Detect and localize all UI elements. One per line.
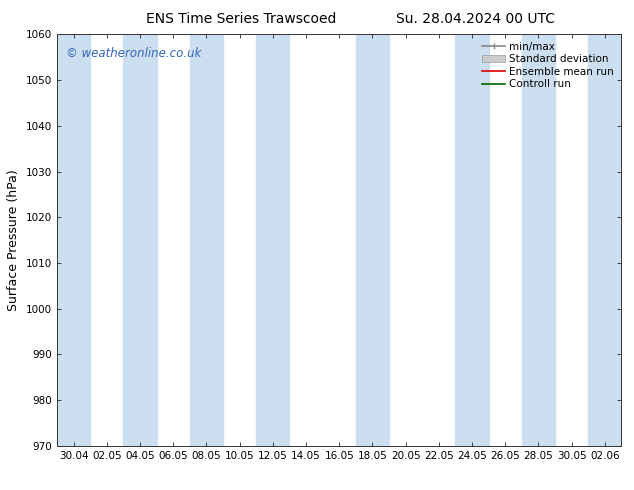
Bar [57, 34, 90, 446]
Bar [190, 34, 223, 446]
Bar [588, 34, 624, 446]
Bar [256, 34, 289, 446]
Y-axis label: Surface Pressure (hPa): Surface Pressure (hPa) [8, 169, 20, 311]
Bar [356, 34, 389, 446]
Legend: min/max, Standard deviation, Ensemble mean run, Controll run: min/max, Standard deviation, Ensemble me… [480, 40, 616, 92]
Text: © weatheronline.co.uk: © weatheronline.co.uk [65, 47, 201, 60]
Text: Su. 28.04.2024 00 UTC: Su. 28.04.2024 00 UTC [396, 12, 555, 26]
Text: ENS Time Series Trawscoed: ENS Time Series Trawscoed [146, 12, 336, 26]
Bar [124, 34, 157, 446]
Bar [522, 34, 555, 446]
Bar [455, 34, 489, 446]
